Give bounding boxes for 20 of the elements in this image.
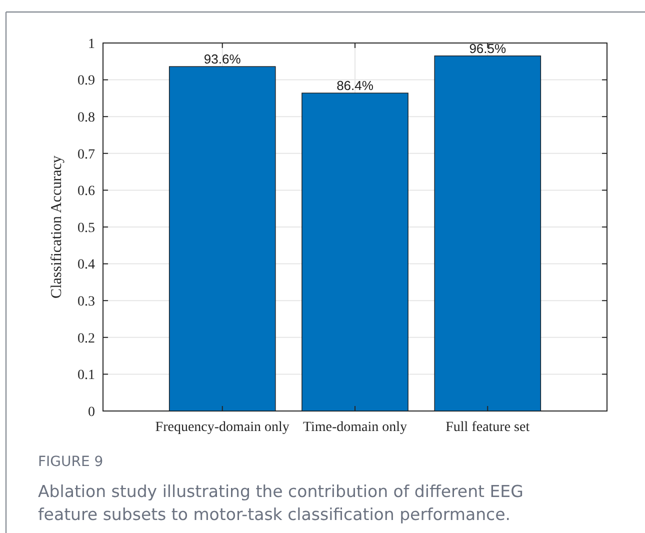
y-tick-label: 1 [88,36,95,52]
y-tick-label: 0.6 [78,184,95,200]
data-label: 96.5% [469,40,506,56]
y-tick-label: 0 [88,404,95,420]
data-label: 86.4% [336,78,374,94]
y-tick-label: 0.2 [78,331,95,346]
y-tick-label: 0.3 [78,294,95,310]
data-label: 93.6% [204,52,242,67]
text: Ablation study illustrating the contribution of different EEG feature subsets to motor-task classification performance. [38,482,524,524]
x-tick-label: Time-domain only [302,420,408,435]
y-tick-label: 0.8 [78,110,95,126]
y-tick-label: 0.9 [78,74,95,89]
x-tick-label: Frequency-domain only [155,420,290,435]
y-tick-label: 0.5 [78,220,95,236]
x-tick-label: Full feature set [446,420,530,435]
y-tick-label: 0.1 [78,368,95,384]
y-tick-label: 0.7 [78,147,95,162]
y-tick-label: 0.4 [78,258,95,273]
caption: FIGURE 9 [38,454,104,470]
y-axis-title: Classification Accuracy [49,155,65,298]
